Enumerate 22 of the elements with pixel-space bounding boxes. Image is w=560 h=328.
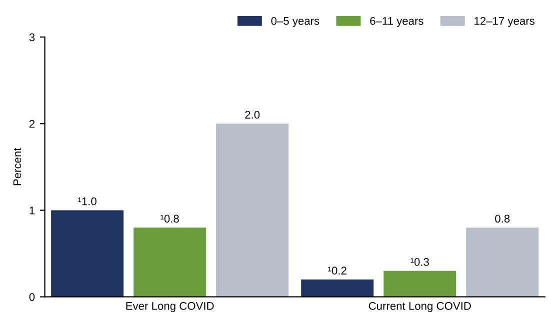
data-label: 0.8	[495, 214, 510, 223]
bar	[51, 210, 124, 297]
bar	[134, 228, 206, 297]
legend-label: 12–17 years	[474, 17, 534, 28]
y-tick-label: 0	[29, 293, 35, 301]
data-label: ¹0.3	[410, 258, 429, 266]
legend-label: 6–11 years	[370, 17, 424, 28]
y-tick-label: 1	[30, 206, 35, 214]
bar	[301, 280, 374, 297]
x-tick-label: Current Long COVID	[368, 302, 471, 312]
data-label: ¹0.8	[160, 214, 179, 223]
y-tick-label: 3	[29, 33, 35, 42]
data-label: 2.0	[245, 110, 260, 119]
legend-label: 0–5 years	[271, 17, 320, 28]
data-label: ¹0.2	[328, 266, 346, 275]
bar	[216, 124, 289, 297]
y-tick-label: 2	[29, 120, 35, 128]
bar	[384, 270, 456, 297]
x-tick-label: Ever Long COVID	[126, 302, 214, 312]
y-axis-title: Percent	[13, 148, 22, 186]
bar	[466, 228, 539, 297]
data-label: ¹1.0	[78, 197, 96, 206]
